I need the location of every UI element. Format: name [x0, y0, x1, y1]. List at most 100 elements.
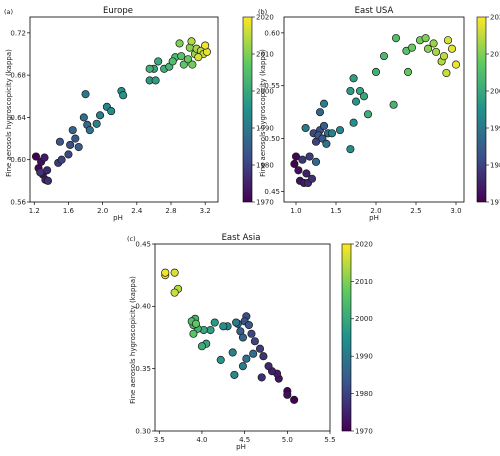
colorbar-tick-label: 1980: [490, 161, 500, 169]
data-point: [391, 34, 401, 43]
data-point: [443, 36, 453, 45]
data-point: [315, 108, 325, 117]
y-tick-label: 0.60: [10, 156, 26, 164]
data-point: [201, 41, 210, 50]
colorbar-tick-label: 2010: [355, 278, 373, 286]
data-point: [407, 43, 417, 52]
colorbar-tick-label: 2010: [490, 50, 500, 58]
data-point: [184, 55, 193, 64]
x-axis-label: pH: [369, 214, 379, 222]
data-point: [346, 145, 355, 154]
data-point: [151, 76, 160, 85]
data-point: [255, 344, 265, 353]
data-point: [305, 152, 314, 161]
data-point: [191, 319, 201, 328]
data-point: [264, 362, 273, 371]
y-tick-label: 0.72: [10, 29, 26, 37]
y-tick-label: 0.55: [264, 82, 280, 90]
x-tick-label: 2.0: [97, 207, 108, 215]
data-point: [349, 118, 358, 127]
data-point: [119, 91, 128, 100]
y-tick-label: 0.56: [10, 198, 26, 206]
data-point: [250, 337, 259, 346]
colorbar: 1970 1980 1990 2000 2010 2020: [242, 13, 274, 206]
data-point: [363, 110, 373, 119]
data-point: [301, 123, 310, 133]
colorbar-tick-label: 2010: [256, 50, 274, 58]
data-point: [447, 44, 457, 53]
data-point: [188, 60, 197, 69]
data-point: [66, 140, 75, 149]
colorbar-tick-label: 1980: [355, 390, 373, 398]
data-point: [259, 352, 268, 361]
panel-europe: (a) Europe 1.2 1.6 2.0 2.4 2.8 3.2 0.56 0.60 0.6…: [4, 6, 274, 222]
y-axis-label: Fine aerosols hygroscopicity (kappa): [259, 49, 267, 177]
data-point: [170, 268, 179, 277]
data-point: [298, 155, 307, 164]
data-point: [318, 134, 327, 143]
data-point: [85, 126, 94, 135]
data-point: [219, 322, 228, 331]
x-tick-label: 5.0: [282, 436, 293, 444]
data-point: [96, 111, 105, 120]
chart-title: East USA: [355, 6, 394, 16]
data-point: [371, 67, 381, 77]
colorbar-gradient: [476, 16, 487, 203]
data-point: [451, 60, 461, 69]
data-point: [351, 97, 361, 106]
data-point: [249, 349, 258, 358]
y-axis-label: Fine aerosols hygroscopicity (kappa): [5, 49, 13, 177]
y-axis-label: Fine aerosols hygroscopicity (kappa): [129, 276, 137, 404]
data-point: [145, 64, 154, 73]
data-point: [107, 107, 116, 116]
data-point: [194, 53, 203, 62]
colorbar-tick-label: 2000: [256, 87, 274, 95]
data-point: [36, 168, 45, 177]
y-tick-label: 0.64: [10, 114, 26, 122]
data-point: [423, 44, 433, 53]
colorbar-tick-label: 2020: [355, 240, 373, 248]
data-point: [232, 318, 241, 327]
y-tick-label: 0.50: [264, 135, 280, 143]
data-point: [168, 57, 177, 66]
data-point: [206, 325, 215, 335]
data-point: [307, 174, 317, 183]
data-point: [442, 68, 451, 78]
data-point: [439, 52, 449, 61]
panel-east-asia: (c) East Asia 3.5 4.0 4.5 5.0 5.5 0.30 0.35 0.4…: [127, 233, 373, 451]
chart-title: Europe: [103, 6, 133, 16]
data-point: [294, 166, 303, 175]
x-tick-label: 1.5: [330, 207, 341, 215]
data-point: [244, 320, 253, 330]
panel-label: (b): [258, 8, 267, 16]
x-tick-label: 1.2: [29, 207, 40, 215]
data-point: [359, 92, 369, 101]
plot-area: 3.5 4.0 4.5 5.0 5.5 0.30 0.35 0.40 0.45: [135, 240, 335, 444]
colorbar-tick-label: 1980: [256, 161, 274, 169]
data-point: [57, 155, 66, 164]
y-tick-label: 0.30: [135, 427, 151, 435]
colorbar-gradient: [341, 243, 352, 432]
data-point: [238, 362, 247, 371]
data-point: [257, 373, 266, 382]
x-tick-label: 1.6: [63, 207, 75, 215]
colorbar: 1970 1980 1990 2000 2010 2020: [476, 13, 500, 206]
plot-frame: [283, 16, 465, 203]
data-point: [311, 157, 321, 166]
data-point: [429, 39, 438, 48]
data-point: [302, 169, 311, 178]
data-point: [189, 329, 198, 338]
data-point: [238, 333, 247, 342]
colorbar: 1970 1980 1990 2000 2010 2020: [341, 240, 373, 435]
data-point: [210, 318, 219, 327]
data-point: [322, 139, 331, 148]
data-point: [319, 121, 329, 130]
data-point: [55, 137, 64, 146]
x-tick-label: 2.5: [410, 207, 421, 215]
x-tick-label: 5.5: [324, 436, 335, 444]
panel-label: (a): [4, 8, 13, 16]
data-point: [319, 99, 329, 108]
colorbar-tick-label: 1970: [256, 198, 274, 206]
data-point: [92, 119, 101, 128]
